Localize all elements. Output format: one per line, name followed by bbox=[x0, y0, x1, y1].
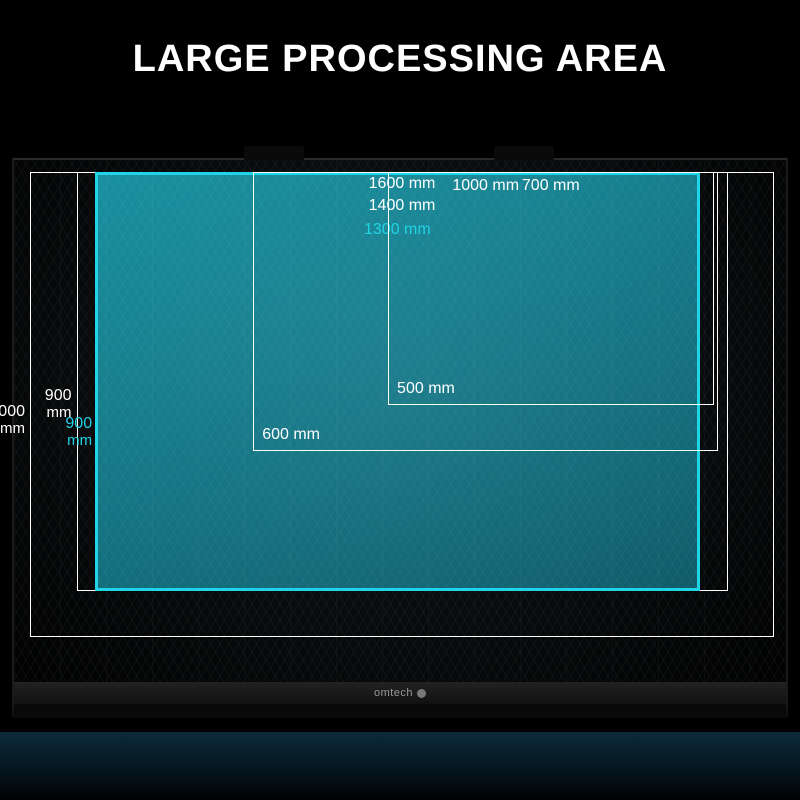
hinge-right bbox=[494, 146, 554, 160]
page-title: LARGE PROCESSING AREA bbox=[0, 0, 800, 81]
machine-frame: 1600 mm1000mm1400 mm900mm1300 mm900mm100… bbox=[12, 158, 788, 718]
hinge-left bbox=[244, 146, 304, 160]
height-label-r700x500: 500 mm bbox=[397, 380, 455, 398]
size-rect-r700x500: 700 mm 500 mm bbox=[388, 172, 714, 405]
height-label-r1300x900: 900mm bbox=[65, 415, 92, 448]
brand-dot-icon bbox=[417, 689, 426, 698]
brand-strip: omtech bbox=[14, 682, 786, 704]
brand-label: omtech bbox=[374, 687, 413, 699]
height-label-r1000x600: 600 mm bbox=[262, 426, 320, 444]
height-label-r1600x1000: 1000mm bbox=[0, 403, 25, 436]
machine-base-panel bbox=[0, 732, 800, 800]
width-label-r700x500: 700 mm bbox=[522, 177, 580, 195]
processing-area-diagram: 1600 mm1000mm1400 mm900mm1300 mm900mm100… bbox=[30, 172, 774, 682]
